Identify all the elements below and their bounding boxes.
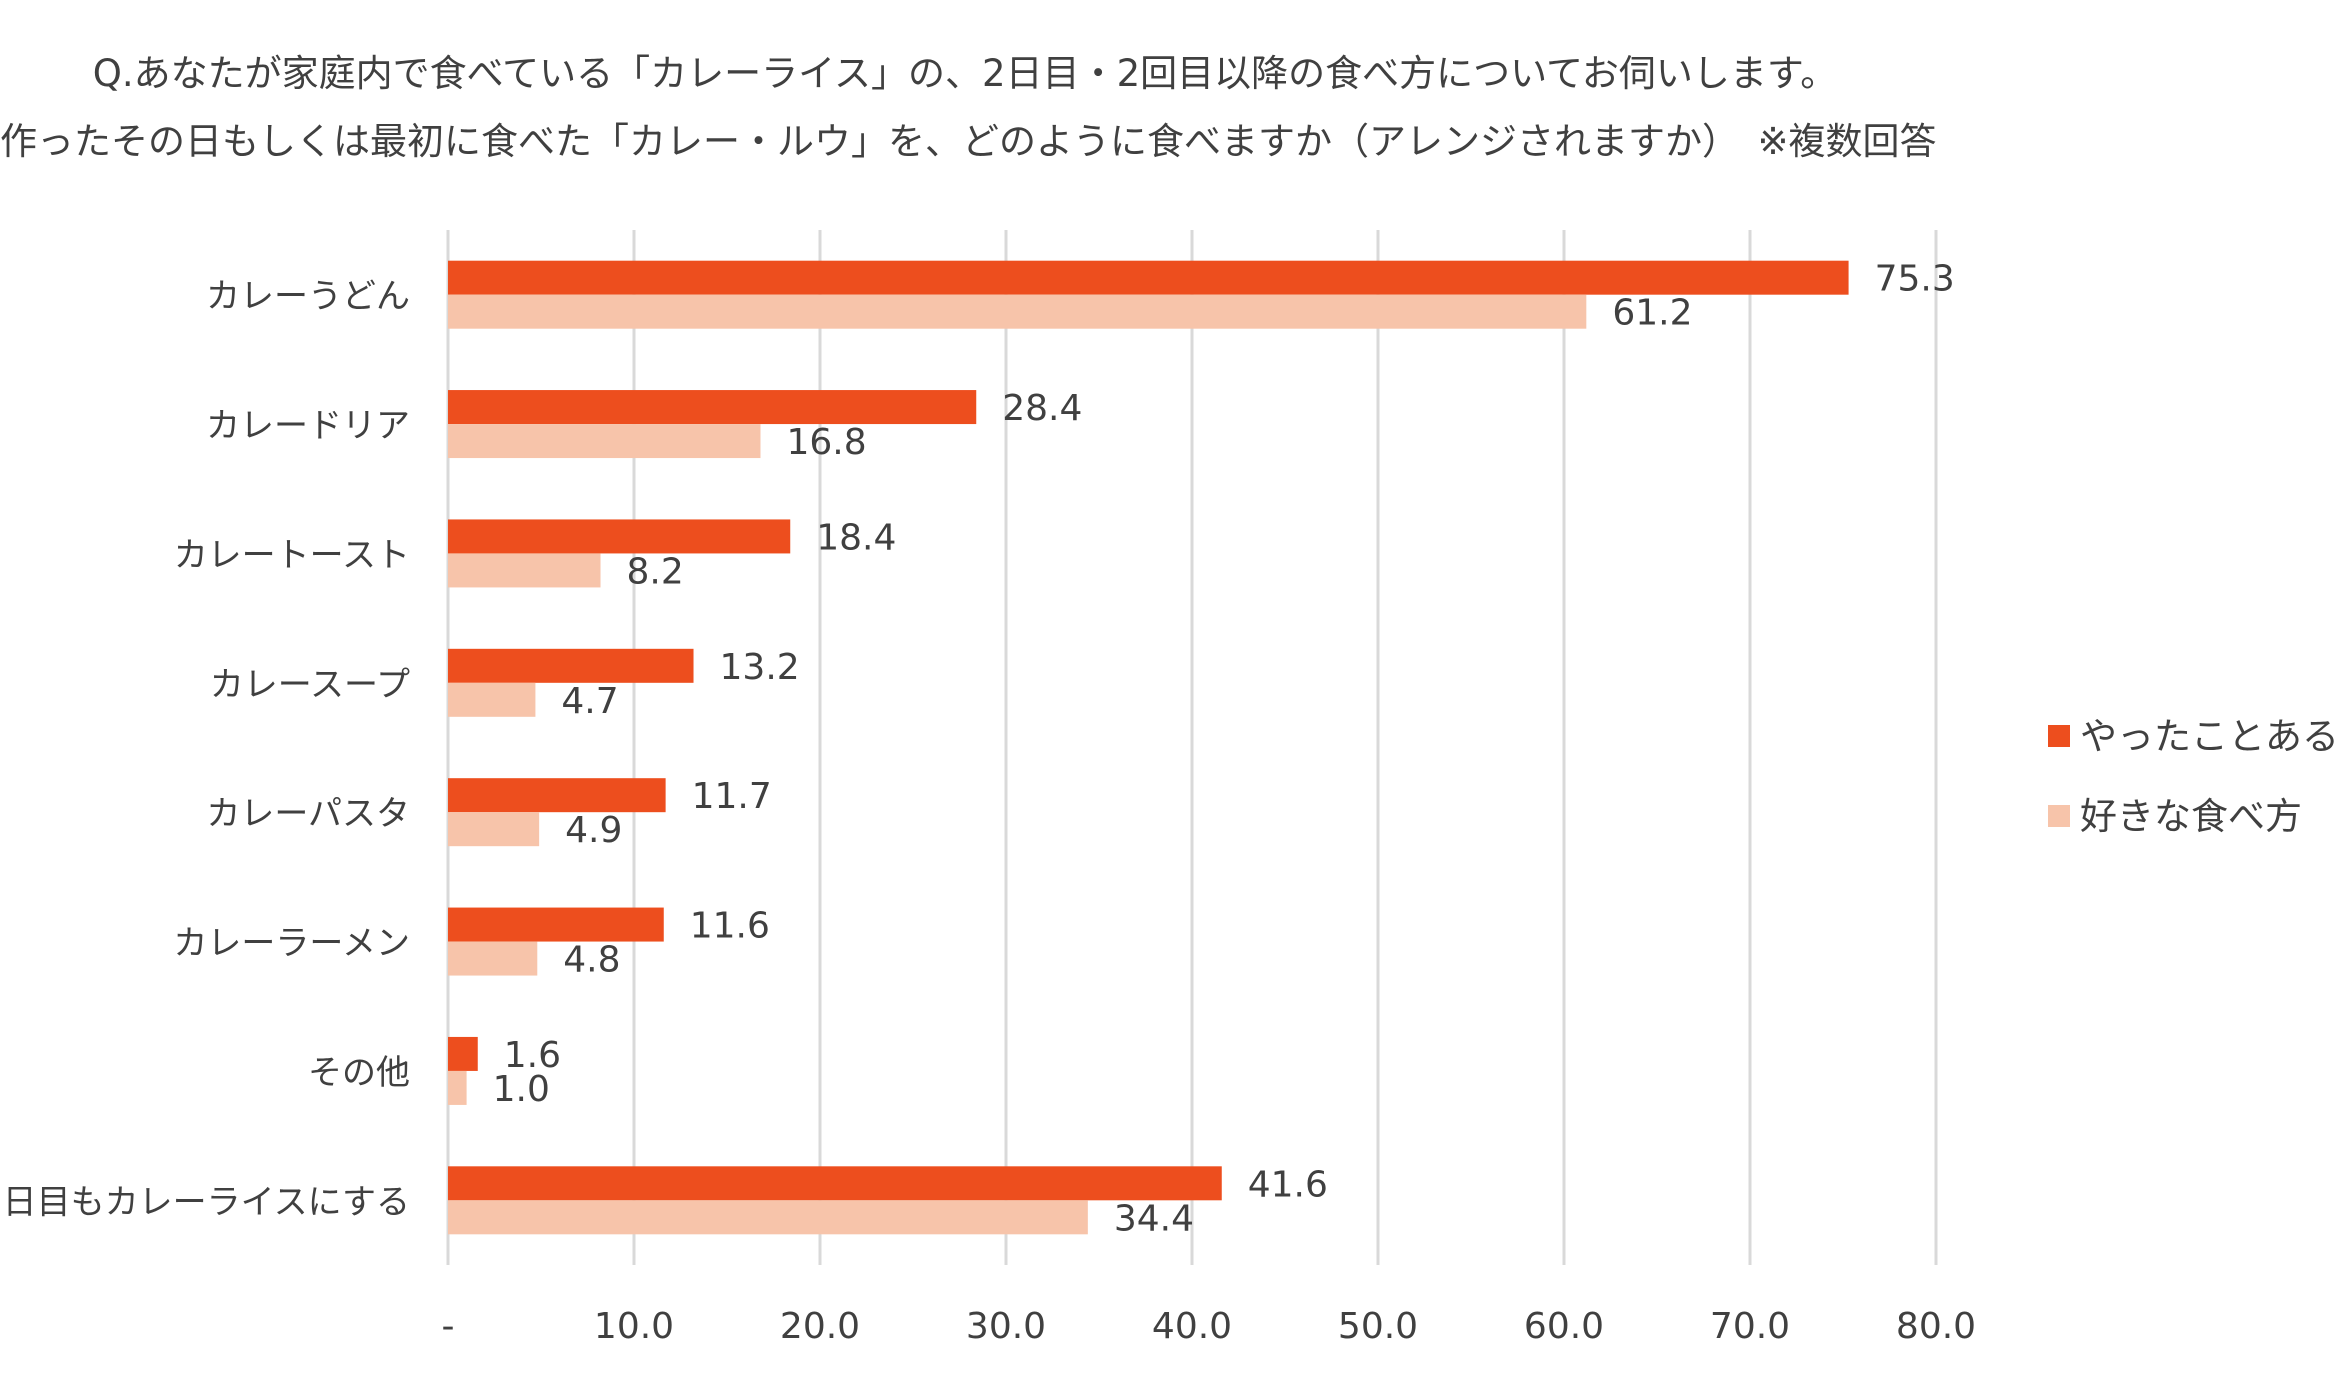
category-labels: カレーうどんカレードリアカレートーストカレースープカレーパスタカレーラーメンその… [0,277,410,1223]
chart-subtitle: 作ったその日もしくは最初に食べた「カレー・ルウ」を、どのように食べますか（アレン… [0,120,1937,163]
category-label: その他 [308,1053,410,1093]
x-tick-label: 70.0 [1710,1306,1790,1347]
bar-favorite [448,424,761,459]
bar-favorite [448,294,1587,329]
data-label: 13.2 [720,647,800,688]
bar-tried [448,648,694,683]
bar-tried [448,260,1849,295]
data-label: 8.2 [627,551,684,592]
chart-title: Q.あなたが家庭内で食べている「カレーライス」の、2日目・2回目以降の食べ方につ… [92,52,1838,95]
data-label: 75.3 [1875,259,1955,300]
bar-tried [448,778,666,813]
x-tick-label: - [442,1306,455,1347]
data-label: 16.8 [786,422,866,463]
category-label: カレーうどん [206,277,410,317]
category-label: カレースープ [210,665,410,705]
bar-favorite [448,682,536,717]
x-tick-label: 20.0 [780,1306,860,1347]
category-label: カレードリア [206,406,410,446]
data-label: 1.6 [504,1035,561,1076]
bar-favorite [448,812,540,847]
data-label: 4.8 [563,940,620,981]
category-label: カレートースト [174,535,410,575]
bar-favorite [448,941,538,976]
x-tick-label: 50.0 [1338,1306,1418,1347]
category-label: カレーラーメン [173,924,410,964]
data-label: 4.7 [561,681,618,722]
bar-favorite [448,1070,467,1105]
bar-favorite [448,1200,1088,1235]
legend-label: 好きな食べ方 [2080,795,2302,838]
bar-tried [448,1036,478,1071]
data-label: 34.4 [1114,1198,1194,1239]
x-tick-label: 60.0 [1524,1306,1604,1347]
data-label: 11.6 [690,906,770,947]
bar-tried [448,519,791,554]
legend-label: やったことある [2080,715,2339,758]
data-label: 28.4 [1002,388,1082,429]
bar-tried [448,907,664,942]
bar-tried [448,390,977,425]
x-tick-label: 10.0 [594,1306,674,1347]
bar-tried [448,1166,1222,1201]
bars [448,260,1849,1235]
x-tick-label: 40.0 [1152,1306,1232,1347]
x-axis-ticks: - 10.0 20.0 30.0 40.0 50.0 60.0 70.0 80.0 [442,1306,1977,1347]
legend-swatch-favorite [2048,805,2070,827]
data-label: 18.4 [816,517,896,558]
bar-favorite [448,553,601,588]
x-tick-label: 30.0 [966,1306,1046,1347]
x-tick-label: 80.0 [1896,1306,1976,1347]
legend-swatch-tried [2048,725,2070,747]
category-label: カレーパスタ [206,794,410,834]
data-label: 41.6 [1248,1164,1328,1205]
chart-title-block: Q.あなたが家庭内で食べている「カレーライス」の、2日目・2回目以降の食べ方につ… [0,40,1937,176]
data-labels: 75.3 61.2 28.4 16.8 18.4 8.2 13.2 4.7 11.7 4.9 11.… [493,259,1955,1240]
data-label: 11.7 [692,776,772,817]
data-label: 1.0 [493,1069,550,1110]
data-label: 61.2 [1612,293,1692,334]
data-label: 4.9 [565,810,622,851]
category-label: 2日目もカレーライスにする [0,1182,410,1222]
gridlines [446,230,1938,1265]
